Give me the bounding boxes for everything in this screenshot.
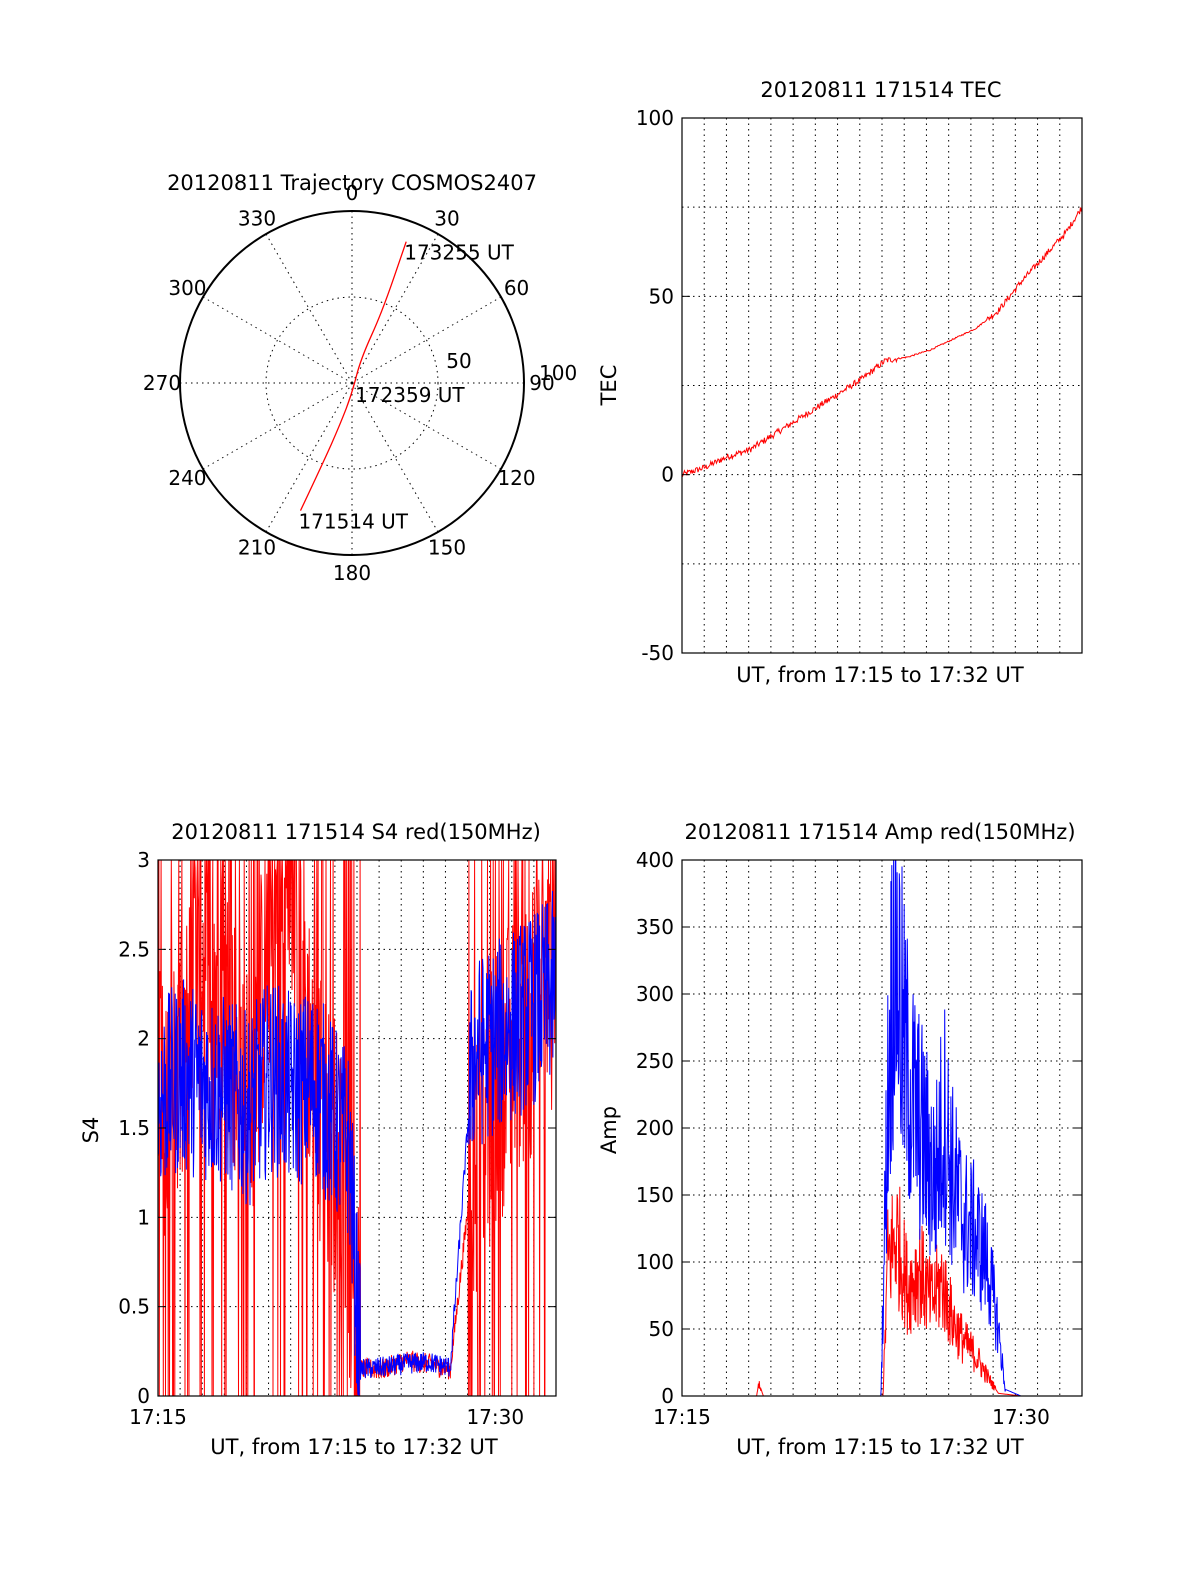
polar-outer-ring [179, 210, 525, 556]
amp-series [682, 859, 1082, 1397]
amp-chart: 20120811 171514 Amp red(150MHz) 0 50 100 15… [597, 820, 1083, 1459]
amp-title: 20120811 171514 Amp red(150MHz) [684, 820, 1075, 844]
s4-xtick-label: 17:30 [466, 1405, 524, 1429]
amp-ytick-label: 400 [636, 848, 674, 872]
s4-ylabel: S4 [79, 1117, 103, 1144]
polar-angle-label: 330 [238, 206, 276, 230]
s4-ytick-label: 1.5 [118, 1116, 150, 1140]
amp-xtick-label: 17:30 [992, 1405, 1050, 1429]
tec-ytick-label: -50 [641, 641, 674, 665]
s4-x-ticks: 17:15 17:30 [129, 1405, 524, 1429]
polar-trajectory-line [299, 241, 407, 511]
tec-ytick-label: 100 [636, 106, 674, 130]
polar-angle-label: 150 [428, 536, 466, 560]
polar-time-annotations: 171514 UT 172359 UT 173255 UT [298, 241, 514, 534]
s4-ytick-label: 2 [137, 1027, 150, 1051]
polar-title: 20120811 Trajectory COSMOS2407 [167, 171, 537, 195]
polar-angle-label: 240 [168, 466, 206, 490]
tec-ytick-label: 0 [661, 463, 674, 487]
polar-grid-spoke [202, 296, 353, 384]
amp-ytick-label: 200 [636, 1116, 674, 1140]
s4-xtick-label: 17:15 [129, 1405, 187, 1429]
tec-ylabel: TEC [597, 365, 621, 407]
polar-angle-label: 180 [333, 561, 371, 585]
tec-series-line [681, 206, 1083, 478]
s4-chart: 20120811 171514 S4 red(150MHz) 0 0.5 1 1.5 2… [79, 820, 557, 1459]
amp-xlabel: UT, from 17:15 to 17:32 UT [736, 1435, 1024, 1459]
polar-time-label: 172359 UT [355, 383, 465, 407]
tec-ytick-label: 50 [649, 284, 674, 308]
s4-ytick-label: 3 [137, 848, 150, 872]
amp-ytick-label: 250 [636, 1049, 674, 1073]
polar-angle-label: 0 [346, 181, 359, 205]
polar-grid-circle [265, 296, 439, 470]
polar-grid-spoke [351, 382, 502, 470]
tec-y-ticks: -50 0 50 100 [636, 106, 1082, 665]
polar-time-label: 171514 UT [298, 510, 408, 534]
polar-angle-label: 300 [168, 276, 206, 300]
polar-angle-label: 210 [238, 536, 276, 560]
amp-ytick-label: 100 [636, 1250, 674, 1274]
polar-grid-spoke [265, 382, 353, 533]
amp-ylabel: Amp [597, 1106, 621, 1154]
tec-title: 20120811 171514 TEC [760, 78, 1001, 102]
amp-x-ticks: 17:15 17:30 [653, 1405, 1050, 1429]
amp-xtick-label: 17:15 [653, 1405, 711, 1429]
polar-angle-label: 30 [434, 206, 459, 230]
polar-trajectory-series [299, 241, 407, 511]
polar-angle-labels: 0 30 60 90 120 150 180 210 240 270 300 330 [143, 181, 555, 585]
s4-xlabel: UT, from 17:15 to 17:32 UT [210, 1435, 498, 1459]
s4-ytick-label: 0.5 [118, 1295, 150, 1319]
s4-title: 20120811 171514 S4 red(150MHz) [171, 820, 541, 844]
s4-series [157, 859, 557, 1397]
amp-ytick-label: 0 [661, 1384, 674, 1408]
polar-angle-label: 120 [497, 466, 535, 490]
amp-ytick-label: 300 [636, 982, 674, 1006]
tec-plot-frame [681, 117, 1083, 654]
amp-ytick-label: 150 [636, 1183, 674, 1207]
s4-series-line [157, 890, 557, 1397]
s4-ytick-label: 0 [137, 1384, 150, 1408]
polar-grid-spoke [351, 233, 439, 384]
polar-grid-spoke [351, 382, 439, 533]
polar-angle-label: 60 [504, 276, 529, 300]
tec-grid [682, 118, 1082, 653]
amp-series-line [682, 859, 1082, 1397]
polar-grid [180, 211, 524, 555]
s4-y-ticks: 0 0.5 1 1.5 2 2.5 3 [118, 848, 556, 1408]
polar-radius-label: 100 [539, 361, 577, 385]
polar-radius-label: 50 [446, 349, 471, 373]
tec-xlabel: UT, from 17:15 to 17:32 UT [736, 663, 1024, 687]
polar-angle-label: 90 [529, 371, 554, 395]
s4-ytick-label: 1 [137, 1205, 150, 1229]
s4-ytick-label: 2.5 [118, 937, 150, 961]
polar-trajectory-chart: 20120811 Trajectory COSMOS2407 0 30 60 90 12… [143, 171, 577, 585]
polar-grid-spoke [351, 296, 502, 384]
polar-grid-spoke [265, 233, 353, 384]
amp-y-ticks: 0 50 100 150 200 250 300 350 400 [636, 848, 1082, 1408]
tec-chart: 20120811 171514 TEC -50 0 50 100 UT, from 1… [597, 78, 1083, 687]
polar-time-label: 173255 UT [404, 241, 514, 265]
amp-ytick-label: 350 [636, 915, 674, 939]
amp-ytick-label: 50 [649, 1317, 674, 1341]
polar-radius-labels: 50 100 [446, 349, 577, 385]
polar-angle-label: 270 [143, 371, 181, 395]
polar-grid-spoke [202, 382, 353, 470]
tec-series [681, 206, 1083, 478]
